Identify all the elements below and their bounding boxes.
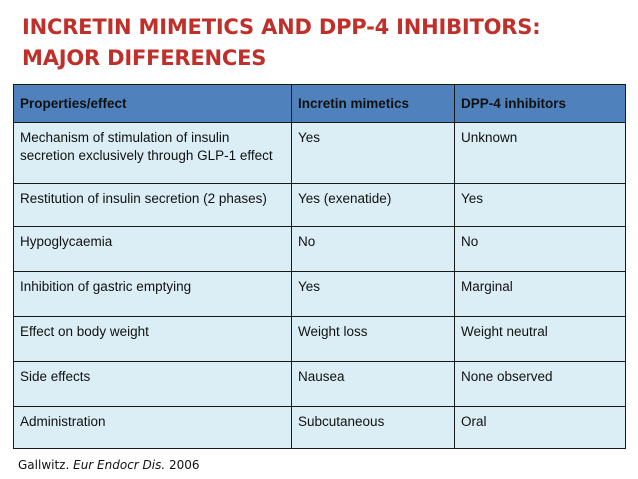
table-row: Restitution of insulin secretion (2 phas… (13, 183, 626, 227)
row-dpp4-value: Marginal (454, 271, 626, 317)
row-property: Restitution of insulin secretion (2 phas… (13, 183, 292, 227)
table-row: Side effects Nausea None observed (13, 361, 626, 407)
citation-journal: Eur Endocr Dis. (73, 458, 166, 472)
row-property: Effect on body weight (13, 316, 292, 362)
table-row: Administration Subcutaneous Oral (13, 406, 626, 449)
header-dpp4-inhibitors: DPP-4 inhibitors (454, 84, 626, 123)
title-line-1: INCRETIN MIMETICS AND DPP-4 INHIBITORS: (22, 15, 541, 39)
row-property: Administration (13, 406, 292, 449)
citation-year: 2006 (165, 458, 200, 472)
row-dpp4-value: No (454, 226, 626, 272)
slide-title: INCRETIN MIMETICS AND DPP-4 INHIBITORS: … (22, 12, 622, 74)
table-row: Effect on body weight Weight loss Weight… (13, 316, 626, 362)
title-line-2: MAJOR DIFFERENCES (22, 46, 267, 70)
row-incretin-value: Weight loss (291, 316, 455, 362)
row-property: Mechanism of stimulation of insulin secr… (13, 122, 292, 184)
row-property: Inhibition of gastric emptying (13, 271, 292, 317)
table-row: Hypoglycaemia No No (13, 226, 626, 272)
row-incretin-value: Yes (291, 271, 455, 317)
row-dpp4-value: Oral (454, 406, 626, 449)
row-dpp4-value: Unknown (454, 122, 626, 184)
table-row: Mechanism of stimulation of insulin secr… (13, 122, 626, 184)
table-row: Inhibition of gastric emptying Yes Margi… (13, 271, 626, 317)
row-incretin-value: Subcutaneous (291, 406, 455, 449)
header-incretin-mimetics: Incretin mimetics (291, 84, 455, 123)
row-property: Side effects (13, 361, 292, 407)
row-incretin-value: Nausea (291, 361, 455, 407)
header-properties: Properties/effect (13, 84, 292, 123)
row-dpp4-value: Yes (454, 183, 626, 227)
row-incretin-value: Yes (exenatide) (291, 183, 455, 227)
table-header-row: Properties/effect Incretin mimetics DPP-… (13, 84, 626, 123)
row-incretin-value: Yes (291, 122, 455, 184)
citation: Gallwitz. Eur Endocr Dis. 2006 (18, 458, 200, 472)
citation-author: Gallwitz. (18, 458, 74, 472)
row-property: Hypoglycaemia (13, 226, 292, 272)
comparison-table: Properties/effect Incretin mimetics DPP-… (13, 84, 626, 449)
row-dpp4-value: None observed (454, 361, 626, 407)
row-incretin-value: No (291, 226, 455, 272)
row-dpp4-value: Weight neutral (454, 316, 626, 362)
